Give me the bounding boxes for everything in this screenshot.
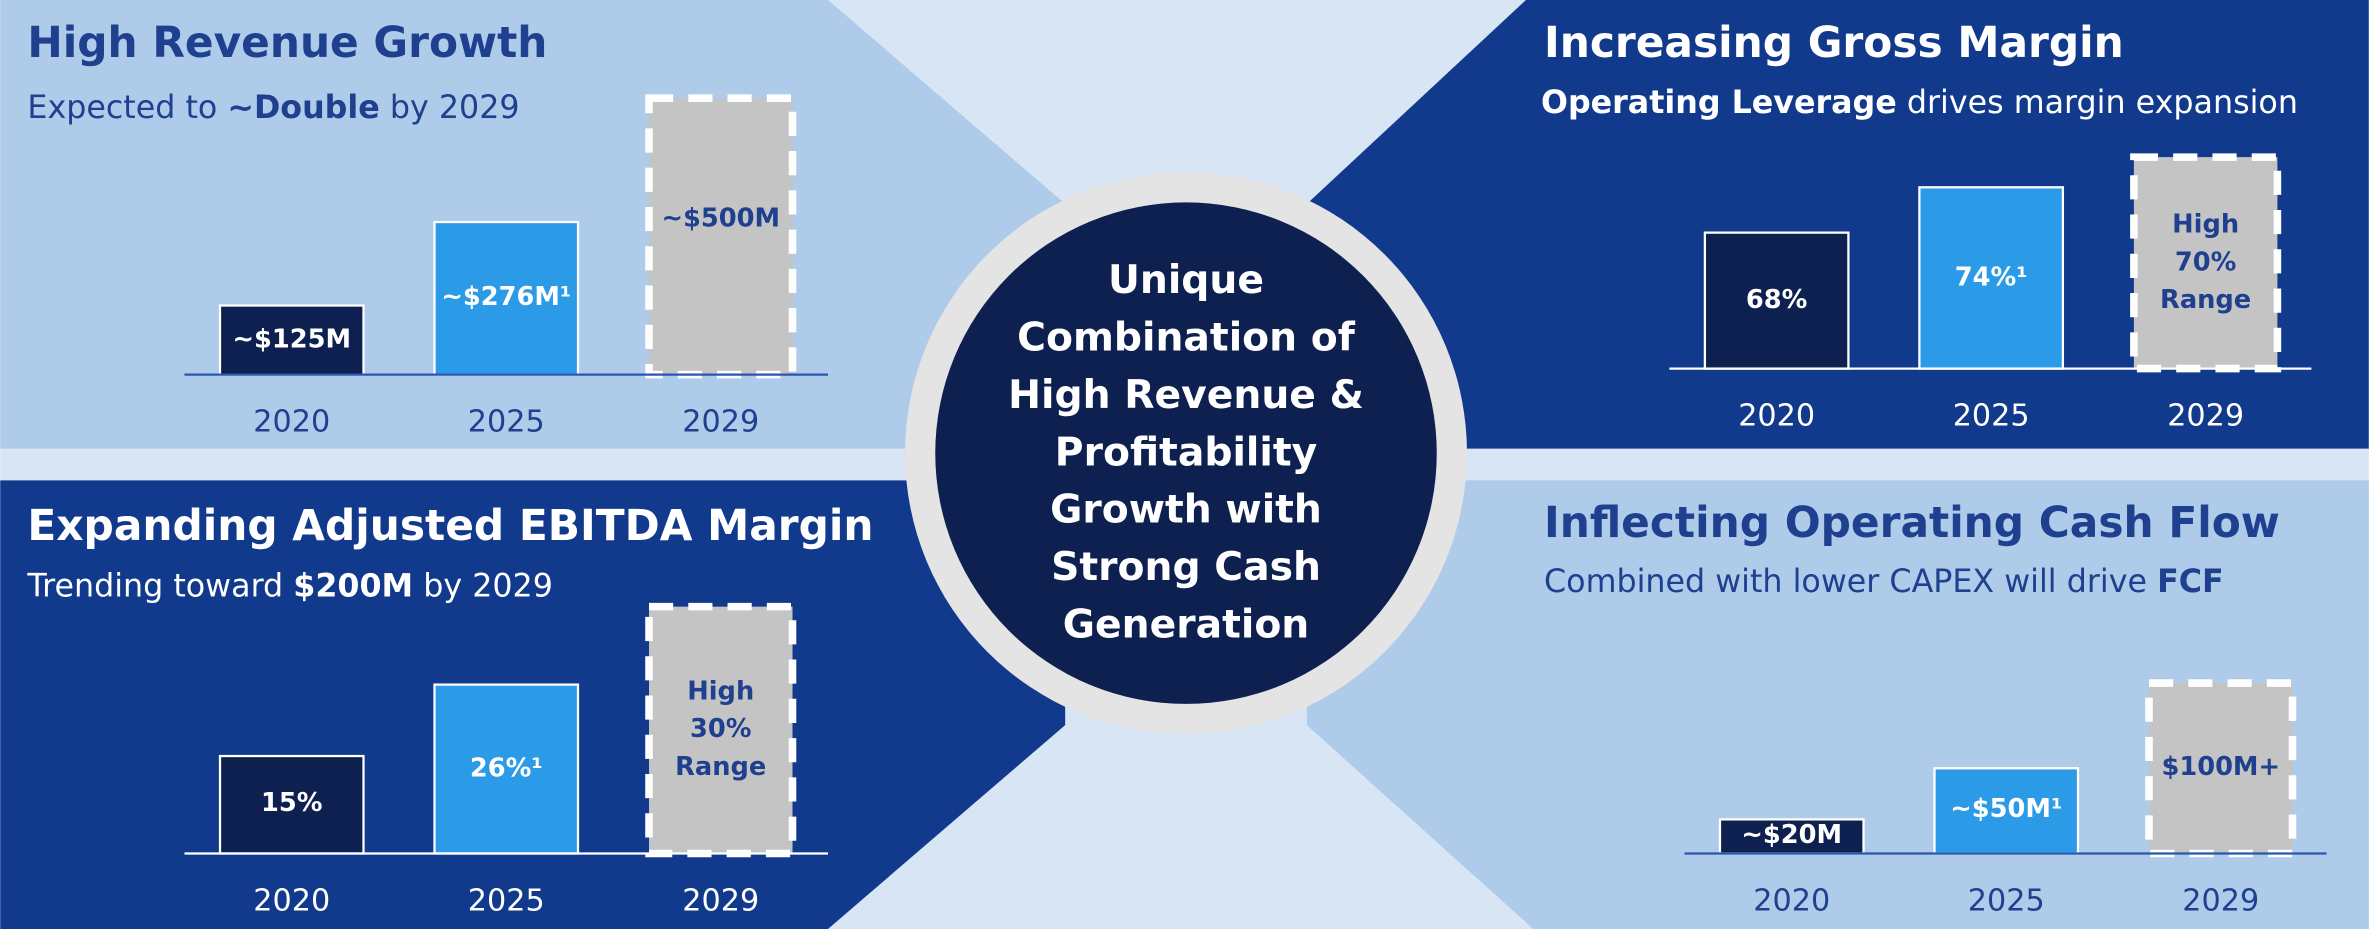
subtitle-part: drives margin expansion: [1897, 85, 2298, 121]
subtitle-part: by 2029: [413, 569, 553, 605]
subtitle-part: $200M: [293, 569, 413, 605]
center-label: Unique Combination of High Revenue & Pro…: [1008, 258, 1364, 649]
subtitle-part: by 2029: [380, 90, 520, 126]
x-tick-label: 2025: [468, 404, 545, 439]
bar: [433, 683, 580, 855]
value-label-box: 15%: [260, 788, 323, 820]
x-tick-label: 2025: [1968, 883, 2045, 918]
x-tick-label: 2020: [1738, 398, 1815, 433]
value-label-box: 26%¹: [469, 753, 543, 784]
value-label: ~$20M: [1741, 820, 1843, 851]
value-label-box: High 30% Range: [675, 676, 767, 783]
bar: [218, 754, 365, 855]
chart: Increasing Gross Margin Operating Leverag…: [1541, 18, 2312, 433]
value-label-box: ~$125M: [232, 324, 352, 355]
value-label: ~$276M¹: [441, 282, 572, 313]
x-tick-label: 2029: [2182, 883, 2259, 918]
chart-subtitle: Operating Leverage drives margin expansi…: [1541, 85, 2298, 121]
value-label-box: ~$500M: [661, 203, 781, 235]
bar: [2145, 679, 2297, 858]
bar: [645, 602, 797, 858]
x-tick-label: 2025: [468, 883, 545, 918]
value-label-box: ~$276M¹: [441, 282, 572, 313]
value-label-box: 68%: [1745, 284, 1808, 315]
center-text-box: Unique Combination of High Revenue & Pro…: [1005, 242, 1368, 665]
value-label-box: 74%¹: [1954, 262, 2028, 293]
bar: [2130, 153, 2282, 373]
value-label-box: $100M+: [2161, 752, 2281, 783]
center-text: Unique Combination of High Revenue & Pro…: [1005, 242, 1368, 665]
x-tick-label: 2029: [2167, 398, 2244, 433]
subtitle-part: ~Double: [227, 90, 379, 126]
bar: [218, 304, 365, 376]
subtitle-part: FCF: [2157, 564, 2224, 600]
x-tick-label: 2020: [1753, 883, 1830, 918]
bar: [1918, 186, 2065, 370]
panel-top-right: [1306, 0, 2369, 449]
chart-title: High Revenue Growth: [27, 18, 547, 67]
value-label: ~$50M¹: [1950, 794, 2063, 826]
value-label: ~$125M: [232, 324, 352, 355]
value-label: 74%¹: [1954, 262, 2028, 293]
chart: High Revenue Growth Expected to ~Double b…: [27, 18, 829, 439]
subtitle-part: Expected to: [27, 90, 227, 126]
value-label-box: High 70% Range: [2160, 209, 2252, 315]
subtitle-part: Operating Leverage: [1541, 85, 1897, 121]
value-label: ~$500M: [661, 203, 781, 235]
x-tick-label: 2029: [682, 404, 759, 439]
value-label: 15%: [260, 788, 323, 820]
x-tick-label: 2020: [253, 883, 330, 918]
x-tick-label: 2025: [1953, 398, 2030, 433]
chart-title: Expanding Adjusted EBITDA Margin: [27, 501, 873, 550]
bar: [1703, 231, 1850, 370]
chart: Expanding Adjusted EBITDA Margin Trending…: [26, 501, 873, 918]
x-tick-label: 2029: [682, 883, 759, 918]
value-label: $100M+: [2161, 752, 2281, 783]
value-label: 26%¹: [469, 753, 543, 784]
center-circle: [935, 202, 1437, 704]
value-label-box: ~$20M: [1741, 820, 1843, 851]
chart-subtitle: Expected to ~Double by 2029: [27, 90, 519, 126]
bar: [1718, 818, 1865, 855]
value-label: High 30% Range: [675, 676, 767, 783]
bar: [1933, 767, 2080, 855]
chart: Inflecting Operating Cash Flow Combined w…: [1544, 498, 2327, 918]
chart-title: Increasing Gross Margin: [1544, 18, 2124, 67]
value-label: 68%: [1745, 284, 1808, 315]
chart-subtitle: Trending toward $200M by 2029: [26, 569, 553, 605]
chart-title: Inflecting Operating Cash Flow: [1544, 498, 2280, 547]
x-tick-label: 2020: [253, 404, 330, 439]
subtitle-part: Trending toward: [26, 569, 293, 605]
subtitle-part: Combined with lower CAPEX will drive: [1544, 564, 2157, 600]
bar: [433, 220, 580, 376]
chart-subtitle: Combined with lower CAPEX will drive FCF: [1544, 564, 2224, 600]
value-label-box: ~$50M¹: [1950, 794, 2063, 826]
panel-bottom-right: [1306, 480, 2369, 929]
value-label: High 70% Range: [2160, 209, 2252, 315]
